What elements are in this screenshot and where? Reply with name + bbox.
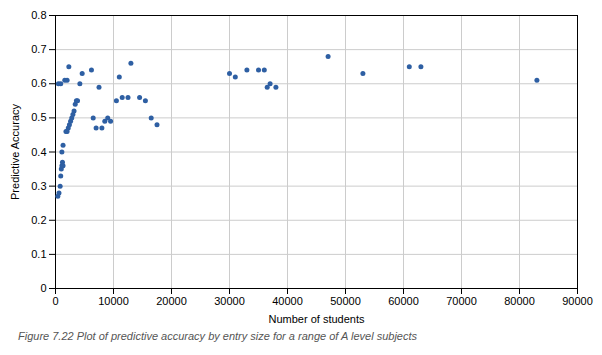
svg-text:30000: 30000 — [214, 295, 245, 307]
svg-text:20000: 20000 — [156, 295, 187, 307]
svg-text:70000: 70000 — [446, 295, 477, 307]
svg-text:0.2: 0.2 — [31, 214, 46, 226]
svg-text:0.6: 0.6 — [31, 77, 46, 89]
svg-text:0: 0 — [52, 295, 58, 307]
svg-text:0.7: 0.7 — [31, 43, 46, 55]
html-text:Figure 7.22 Plot of predictive: Figure 7.22 Plot of predictive accuracy … — [18, 330, 417, 342]
svg-text:0: 0 — [40, 282, 46, 294]
svg-text:50000: 50000 — [330, 295, 361, 307]
svg-text:60000: 60000 — [388, 295, 419, 307]
svg-text:Number of students: Number of students — [269, 313, 365, 325]
svg-text:80000: 80000 — [504, 295, 535, 307]
svg-text:0.4: 0.4 — [31, 146, 46, 158]
svg-text:10000: 10000 — [98, 295, 129, 307]
svg-text:0.1: 0.1 — [31, 248, 46, 260]
svg-text:40000: 40000 — [272, 295, 303, 307]
svg-text:0.5: 0.5 — [31, 111, 46, 123]
svg-text:0.8: 0.8 — [31, 9, 46, 21]
svg-text:Predictive Accuracy: Predictive Accuracy — [9, 104, 21, 200]
svg-text:90000: 90000 — [562, 295, 593, 307]
svg-text:0.3: 0.3 — [31, 180, 46, 192]
